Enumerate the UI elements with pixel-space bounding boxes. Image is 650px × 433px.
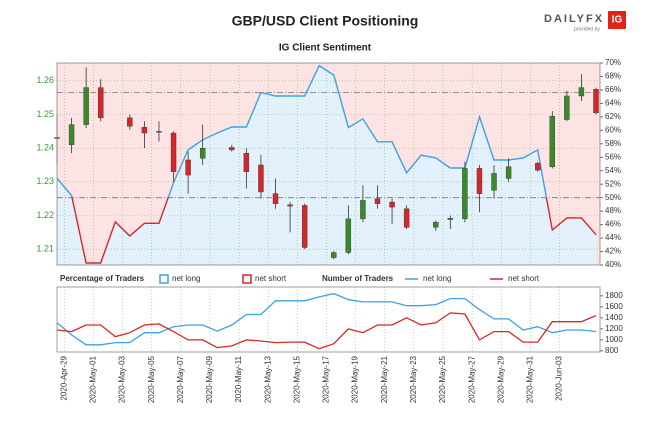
x-tick-label: 2020-Apr-29 (59, 355, 68, 400)
candle-body (593, 89, 599, 114)
candle-body (360, 200, 366, 220)
plot-frame (56, 62, 601, 266)
legend-label: net long (172, 274, 200, 283)
candle-body (199, 147, 206, 159)
candle-body (229, 147, 235, 151)
y-tick-label: 1400 (605, 313, 623, 322)
x-tick-label: 2020-May-17 (322, 355, 331, 403)
x-tick-label: 2020-May-25 (438, 355, 447, 403)
y2-tick-label: 56% (605, 152, 621, 161)
candle-body (476, 168, 483, 194)
candle-body (170, 132, 177, 172)
legend-label: net long (423, 274, 451, 283)
legend-title: Number of Traders (322, 274, 394, 283)
chart-subtitle: IG Client Sentiment (279, 43, 372, 54)
candle-body (98, 87, 104, 119)
x-tick-label: 2020-May-31 (526, 355, 535, 403)
candle-body (505, 166, 512, 179)
y-tick-label: 1.23 (36, 176, 54, 186)
candle-body (331, 252, 337, 258)
y2-tick-label: 42% (605, 247, 621, 256)
x-tick-label: 2020-Jun-03 (555, 355, 564, 400)
candle-body (462, 168, 468, 220)
legend-label: net short (508, 274, 540, 283)
legend-title: Percentage of Traders (60, 274, 145, 283)
x-tick-label: 2020-May-11 (234, 355, 243, 402)
legend-label: net short (255, 274, 287, 283)
candle-body (287, 204, 293, 207)
candle-body (243, 153, 250, 172)
candle-body (374, 198, 381, 204)
x-tick-label: 2020-May-05 (147, 355, 156, 403)
x-tick-label: 2020-May-21 (380, 355, 389, 403)
candle-body (185, 159, 191, 176)
y2-tick-label: 68% (605, 72, 621, 81)
candle-body (272, 193, 279, 204)
y-tick-label: 800 (605, 346, 619, 355)
y-tick-label: 1.22 (36, 210, 54, 220)
candle-body (127, 117, 133, 127)
plot-frame (56, 286, 601, 353)
x-tick-label: 2020-May-07 (176, 355, 185, 403)
traders-line (56, 292, 597, 346)
y2-tick-label: 62% (605, 112, 621, 121)
legend-swatch (159, 274, 169, 284)
candle-body (447, 218, 454, 220)
candle-body (83, 87, 89, 125)
y-tick-label: 1200 (605, 324, 623, 333)
y-tick-label: 1000 (605, 335, 623, 344)
candle-body (491, 173, 497, 191)
x-tick-label: 2020-May-03 (118, 355, 127, 403)
y2-tick-label: 54% (605, 166, 621, 175)
y2-tick-label: 60% (605, 125, 621, 134)
x-tick-label: 2020-May-27 (467, 355, 476, 403)
legend-swatch (242, 274, 252, 284)
candle-body (345, 218, 352, 253)
candle-body (403, 208, 410, 228)
x-tick-label: 2020-May-19 (351, 355, 360, 403)
y-tick-label: 1.26 (36, 75, 54, 85)
y2-tick-label: 48% (605, 206, 621, 215)
candle-body (389, 201, 395, 208)
candle-body (156, 131, 162, 133)
x-tick-label: 2020-May-29 (496, 355, 505, 403)
candle-body (258, 164, 264, 193)
y-tick-label: 1.21 (36, 244, 54, 254)
candle-body (535, 163, 541, 171)
y2-tick-label: 66% (605, 85, 621, 94)
ig-badge (608, 11, 626, 29)
logo-sub: provided by (574, 26, 600, 32)
candle-body (564, 95, 570, 120)
y2-tick-label: 44% (605, 233, 621, 242)
y2-tick-label: 58% (605, 139, 621, 148)
ig-text: IG (612, 15, 623, 26)
candle-body (433, 222, 439, 228)
logo: DAILYFX (544, 13, 604, 25)
y2-tick-label: 64% (605, 99, 621, 108)
candle-body (549, 115, 555, 167)
y2-tick-label: 46% (605, 220, 621, 229)
net-long-line (71, 197, 597, 264)
candle-body (578, 87, 585, 97)
y-tick-label: 1600 (605, 302, 623, 311)
y-tick-label: 1.24 (36, 143, 54, 153)
y-tick-label: 1800 (605, 291, 623, 300)
y2-tick-label: 50% (605, 193, 621, 202)
x-tick-label: 2020-May-09 (205, 355, 214, 403)
y-tick-label: 1.25 (36, 109, 54, 119)
candle-body (301, 205, 308, 248)
x-tick-label: 2020-May-01 (89, 355, 98, 403)
y2-tick-label: 40% (605, 260, 621, 269)
x-tick-label: 2020-May-15 (292, 355, 301, 403)
candle-body (141, 127, 148, 134)
y2-tick-label: 70% (605, 58, 621, 67)
y2-tick-label: 52% (605, 179, 621, 188)
net-long-line (57, 64, 548, 198)
x-tick-label: 2020-May-23 (409, 355, 418, 403)
traders-line (56, 312, 597, 350)
candle-body (68, 124, 75, 146)
x-tick-label: 2020-May-13 (263, 355, 272, 403)
chart-title: GBP/USD Client Positioning (232, 13, 419, 29)
